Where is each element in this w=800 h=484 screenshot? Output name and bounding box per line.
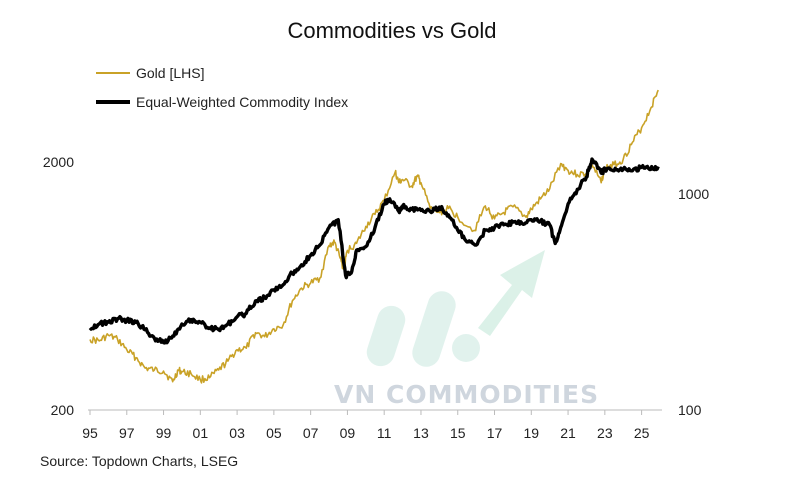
y-axis-left: 2000 200	[43, 154, 74, 418]
watermark-dot	[452, 334, 480, 362]
x-tick-label: 11	[377, 425, 392, 441]
legend-label-gold: Gold [LHS]	[136, 65, 204, 81]
x-tick-label: 23	[597, 425, 613, 441]
x-tick-label: 07	[303, 425, 319, 441]
source-note: Source: Topdown Charts, LSEG	[40, 453, 238, 469]
watermark-text: VN COMMODITIES	[334, 380, 599, 409]
series-line-gold	[89, 89, 659, 384]
x-tick-label: 13	[413, 425, 429, 441]
legend: Gold [LHS] Equal-Weighted Commodity Inde…	[96, 65, 348, 110]
x-tick-label: 97	[119, 425, 135, 441]
watermark-bar-1	[366, 305, 406, 367]
x-tick-label: 19	[524, 425, 540, 441]
x-tick-label: 09	[340, 425, 356, 441]
y-left-tick-label: 2000	[43, 154, 74, 170]
watermark-arrow	[478, 250, 545, 336]
x-tick-label: 05	[266, 425, 282, 441]
plot-area	[88, 89, 660, 384]
x-tick-label: 95	[82, 425, 98, 441]
x-tick-label: 99	[156, 425, 172, 441]
y-axis-right: 1000 100	[678, 186, 709, 418]
chart-title: Commodities vs Gold	[287, 18, 496, 43]
watermark-logo	[366, 250, 545, 367]
x-tick-label: 03	[229, 425, 245, 441]
y-right-tick-label: 100	[678, 402, 702, 418]
x-tick-label: 01	[193, 425, 209, 441]
x-axis: 95 97 99 01 03 05 07 09 11 13 15 17 19 21 23 25	[82, 410, 650, 441]
y-left-tick-label: 200	[51, 402, 75, 418]
x-tick-label: 25	[634, 425, 650, 441]
x-tick-label: 21	[560, 425, 576, 441]
x-tick-label: 17	[487, 425, 503, 441]
series-line-commodity-index	[88, 157, 660, 345]
y-right-tick-label: 1000	[678, 186, 709, 202]
x-tick-label: 15	[450, 425, 466, 441]
legend-label-commodity: Equal-Weighted Commodity Index	[136, 94, 348, 110]
watermark-bar-2	[412, 291, 456, 367]
